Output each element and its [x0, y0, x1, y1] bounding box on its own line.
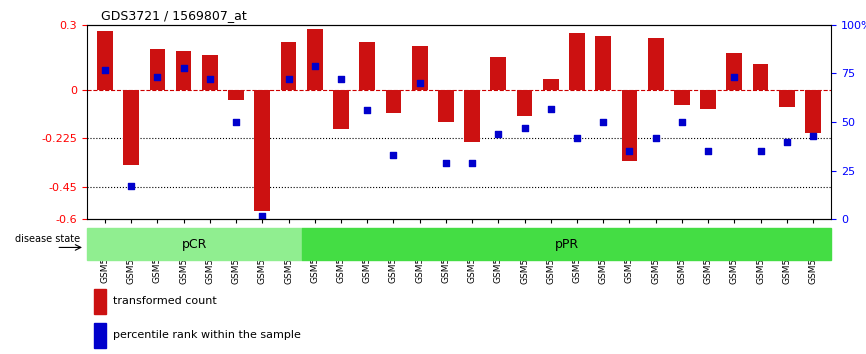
- Point: [675, 119, 688, 125]
- Point: [98, 67, 112, 72]
- Point: [255, 213, 269, 218]
- Bar: [385, 90, 401, 114]
- Bar: [779, 90, 795, 107]
- Bar: [94, 323, 106, 348]
- Bar: [648, 38, 663, 90]
- Point: [727, 74, 741, 80]
- Bar: [701, 90, 716, 109]
- Bar: [281, 42, 296, 90]
- Point: [465, 160, 479, 166]
- Point: [491, 131, 505, 137]
- Bar: [123, 90, 139, 165]
- Point: [203, 76, 216, 82]
- Point: [544, 105, 558, 111]
- Point: [281, 76, 295, 82]
- Bar: [359, 42, 375, 90]
- Bar: [753, 64, 768, 90]
- Text: disease state: disease state: [15, 234, 80, 245]
- Point: [360, 108, 374, 113]
- Bar: [176, 51, 191, 90]
- Text: GDS3721 / 1569807_at: GDS3721 / 1569807_at: [101, 9, 248, 22]
- Bar: [805, 90, 821, 133]
- Point: [124, 183, 138, 189]
- Bar: [595, 36, 611, 90]
- Bar: [569, 33, 585, 90]
- Point: [623, 149, 637, 154]
- Text: pCR: pCR: [182, 238, 207, 251]
- Point: [753, 149, 767, 154]
- Point: [518, 125, 532, 131]
- Point: [780, 139, 794, 144]
- Point: [307, 63, 321, 68]
- Bar: [202, 55, 217, 90]
- Bar: [464, 90, 480, 142]
- Bar: [255, 90, 270, 211]
- Point: [597, 119, 611, 125]
- Point: [151, 74, 165, 80]
- Bar: [97, 31, 113, 90]
- Bar: [301, 228, 831, 260]
- Point: [334, 76, 348, 82]
- Bar: [727, 53, 742, 90]
- Bar: [94, 289, 106, 314]
- Bar: [622, 90, 637, 161]
- Bar: [87, 228, 301, 260]
- Point: [413, 80, 427, 86]
- Bar: [674, 90, 689, 105]
- Bar: [490, 57, 507, 90]
- Bar: [229, 90, 244, 101]
- Bar: [333, 90, 349, 129]
- Text: pPR: pPR: [554, 238, 578, 251]
- Text: transformed count: transformed count: [113, 296, 216, 306]
- Bar: [543, 79, 559, 90]
- Text: percentile rank within the sample: percentile rank within the sample: [113, 330, 301, 340]
- Bar: [307, 29, 323, 90]
- Point: [439, 160, 453, 166]
- Bar: [438, 90, 454, 122]
- Bar: [150, 48, 165, 90]
- Bar: [411, 46, 428, 90]
- Point: [229, 119, 243, 125]
- Bar: [517, 90, 533, 116]
- Point: [570, 135, 584, 141]
- Point: [806, 133, 820, 138]
- Point: [649, 135, 662, 141]
- Point: [386, 152, 400, 158]
- Point: [701, 149, 715, 154]
- Point: [177, 65, 191, 70]
